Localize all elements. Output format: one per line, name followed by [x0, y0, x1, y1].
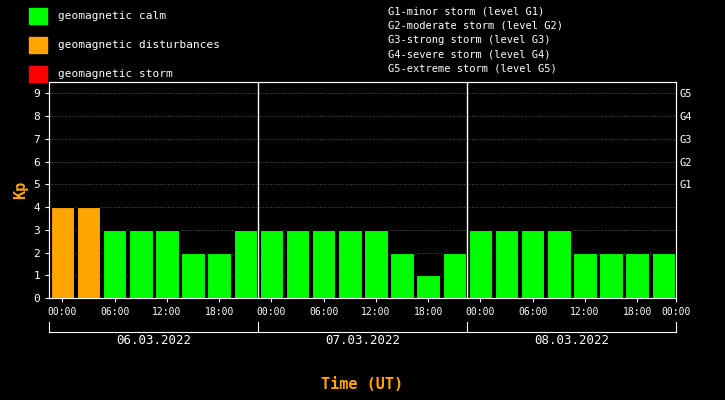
Bar — [155, 230, 178, 298]
Bar — [416, 275, 440, 298]
Text: 07.03.2022: 07.03.2022 — [326, 334, 400, 347]
Bar — [181, 252, 204, 298]
Bar — [626, 252, 649, 298]
Text: geomagnetic disturbances: geomagnetic disturbances — [58, 40, 220, 50]
Bar — [600, 252, 623, 298]
Bar — [312, 230, 336, 298]
Text: geomagnetic calm: geomagnetic calm — [58, 11, 166, 21]
Text: G1-minor storm (level G1)
G2-moderate storm (level G2)
G3-strong storm (level G3: G1-minor storm (level G1) G2-moderate st… — [388, 6, 563, 74]
Bar — [573, 252, 597, 298]
Bar — [103, 230, 126, 298]
Text: Time (UT): Time (UT) — [321, 377, 404, 392]
Bar — [390, 252, 414, 298]
Bar — [233, 230, 257, 298]
Text: 08.03.2022: 08.03.2022 — [534, 334, 610, 347]
Bar — [547, 230, 571, 298]
Bar — [260, 230, 283, 298]
Bar — [338, 230, 362, 298]
Text: geomagnetic storm: geomagnetic storm — [58, 69, 173, 78]
Bar — [364, 230, 388, 298]
Bar — [442, 252, 466, 298]
Bar — [521, 230, 544, 298]
Bar — [207, 252, 231, 298]
Bar — [129, 230, 152, 298]
Bar — [51, 207, 74, 298]
Bar — [77, 207, 100, 298]
Bar — [468, 230, 492, 298]
Bar — [286, 230, 310, 298]
Bar — [495, 230, 518, 298]
Y-axis label: Kp: Kp — [13, 181, 28, 199]
Bar — [652, 252, 675, 298]
Text: 06.03.2022: 06.03.2022 — [116, 334, 191, 347]
